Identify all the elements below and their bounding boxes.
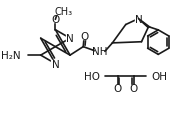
Bar: [135, 17, 142, 22]
Text: O: O: [51, 15, 59, 25]
Text: CH₃: CH₃: [55, 7, 73, 17]
Text: O: O: [129, 83, 138, 93]
Bar: [51, 61, 60, 67]
Text: O: O: [80, 32, 88, 42]
Bar: [56, 9, 71, 15]
Text: HO: HO: [84, 71, 100, 81]
Bar: [66, 36, 74, 42]
Text: N: N: [66, 34, 74, 44]
Bar: [130, 85, 137, 91]
Text: H₂N: H₂N: [1, 51, 21, 61]
Bar: [81, 34, 87, 40]
Text: OH: OH: [151, 71, 167, 81]
Bar: [95, 49, 106, 55]
Bar: [52, 17, 59, 23]
Text: N: N: [51, 59, 59, 69]
Text: N: N: [135, 14, 142, 24]
Text: O: O: [113, 83, 122, 93]
Bar: [114, 85, 121, 91]
Text: NH: NH: [92, 47, 108, 57]
